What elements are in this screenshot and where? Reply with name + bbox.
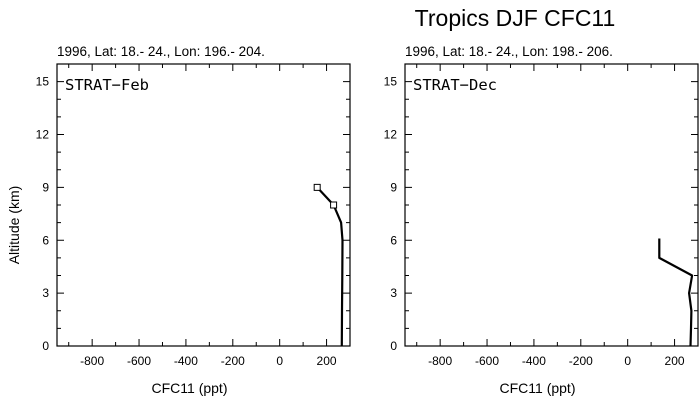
y-tick-label: 15 [36,75,50,89]
data-point-marker [313,183,321,191]
x-tick-label: -400 [174,354,198,368]
x-tick-label: -800 [428,354,452,368]
y-tick-label: 15 [384,75,398,89]
x-tick-label: 200 [665,354,685,368]
x-tick-label: -600 [127,354,151,368]
y-tick-label: 0 [42,339,49,353]
x-tick-label: 0 [624,354,631,368]
x-tick-label: -200 [221,354,245,368]
y-tick-label: 3 [42,286,49,300]
profile-line [658,238,694,347]
panel-label: STRAT−Dec [413,76,497,94]
panel-subtitle: 1996, Lat: 18.- 24., Lon: 198.- 206. [405,44,613,59]
x-tick-label: 200 [317,354,337,368]
y-tick-label: 6 [42,233,49,247]
x-tick-label: -600 [475,354,499,368]
y-tick-label: 3 [390,286,397,300]
x-tick-label: -200 [569,354,593,368]
x-tick-label: -400 [522,354,546,368]
panel-subtitle: 1996, Lat: 18.- 24., Lon: 196.- 204. [57,44,265,59]
chart-panel-2: 1996, Lat: 18.- 24., Lon: 198.- 206. STRA… [384,44,699,396]
y-tick-label: 12 [36,128,50,142]
y-tick-label: 9 [42,180,49,194]
y-tick-label: 0 [390,339,397,353]
x-axis-label: CFC11 (ppt) [500,380,576,396]
x-axis-label: CFC11 (ppt) [152,380,228,396]
plot-frame [56,63,351,347]
y-tick-label: 12 [384,128,398,142]
figure-title: Tropics DJF CFC11 [415,5,616,31]
panel-label: STRAT−Feb [65,76,149,94]
y-tick-label: 9 [390,180,397,194]
x-tick-label: -800 [80,354,104,368]
chart-panel-1: 1996, Lat: 18.- 24., Lon: 196.- 204. STRA… [6,44,351,396]
plot-frame [404,63,699,347]
data-point-marker [330,201,338,209]
x-tick-label: 0 [276,354,283,368]
y-tick-label: 6 [390,233,397,247]
y-axis-label: Altitude (km) [6,186,22,265]
profile-line [316,186,344,347]
